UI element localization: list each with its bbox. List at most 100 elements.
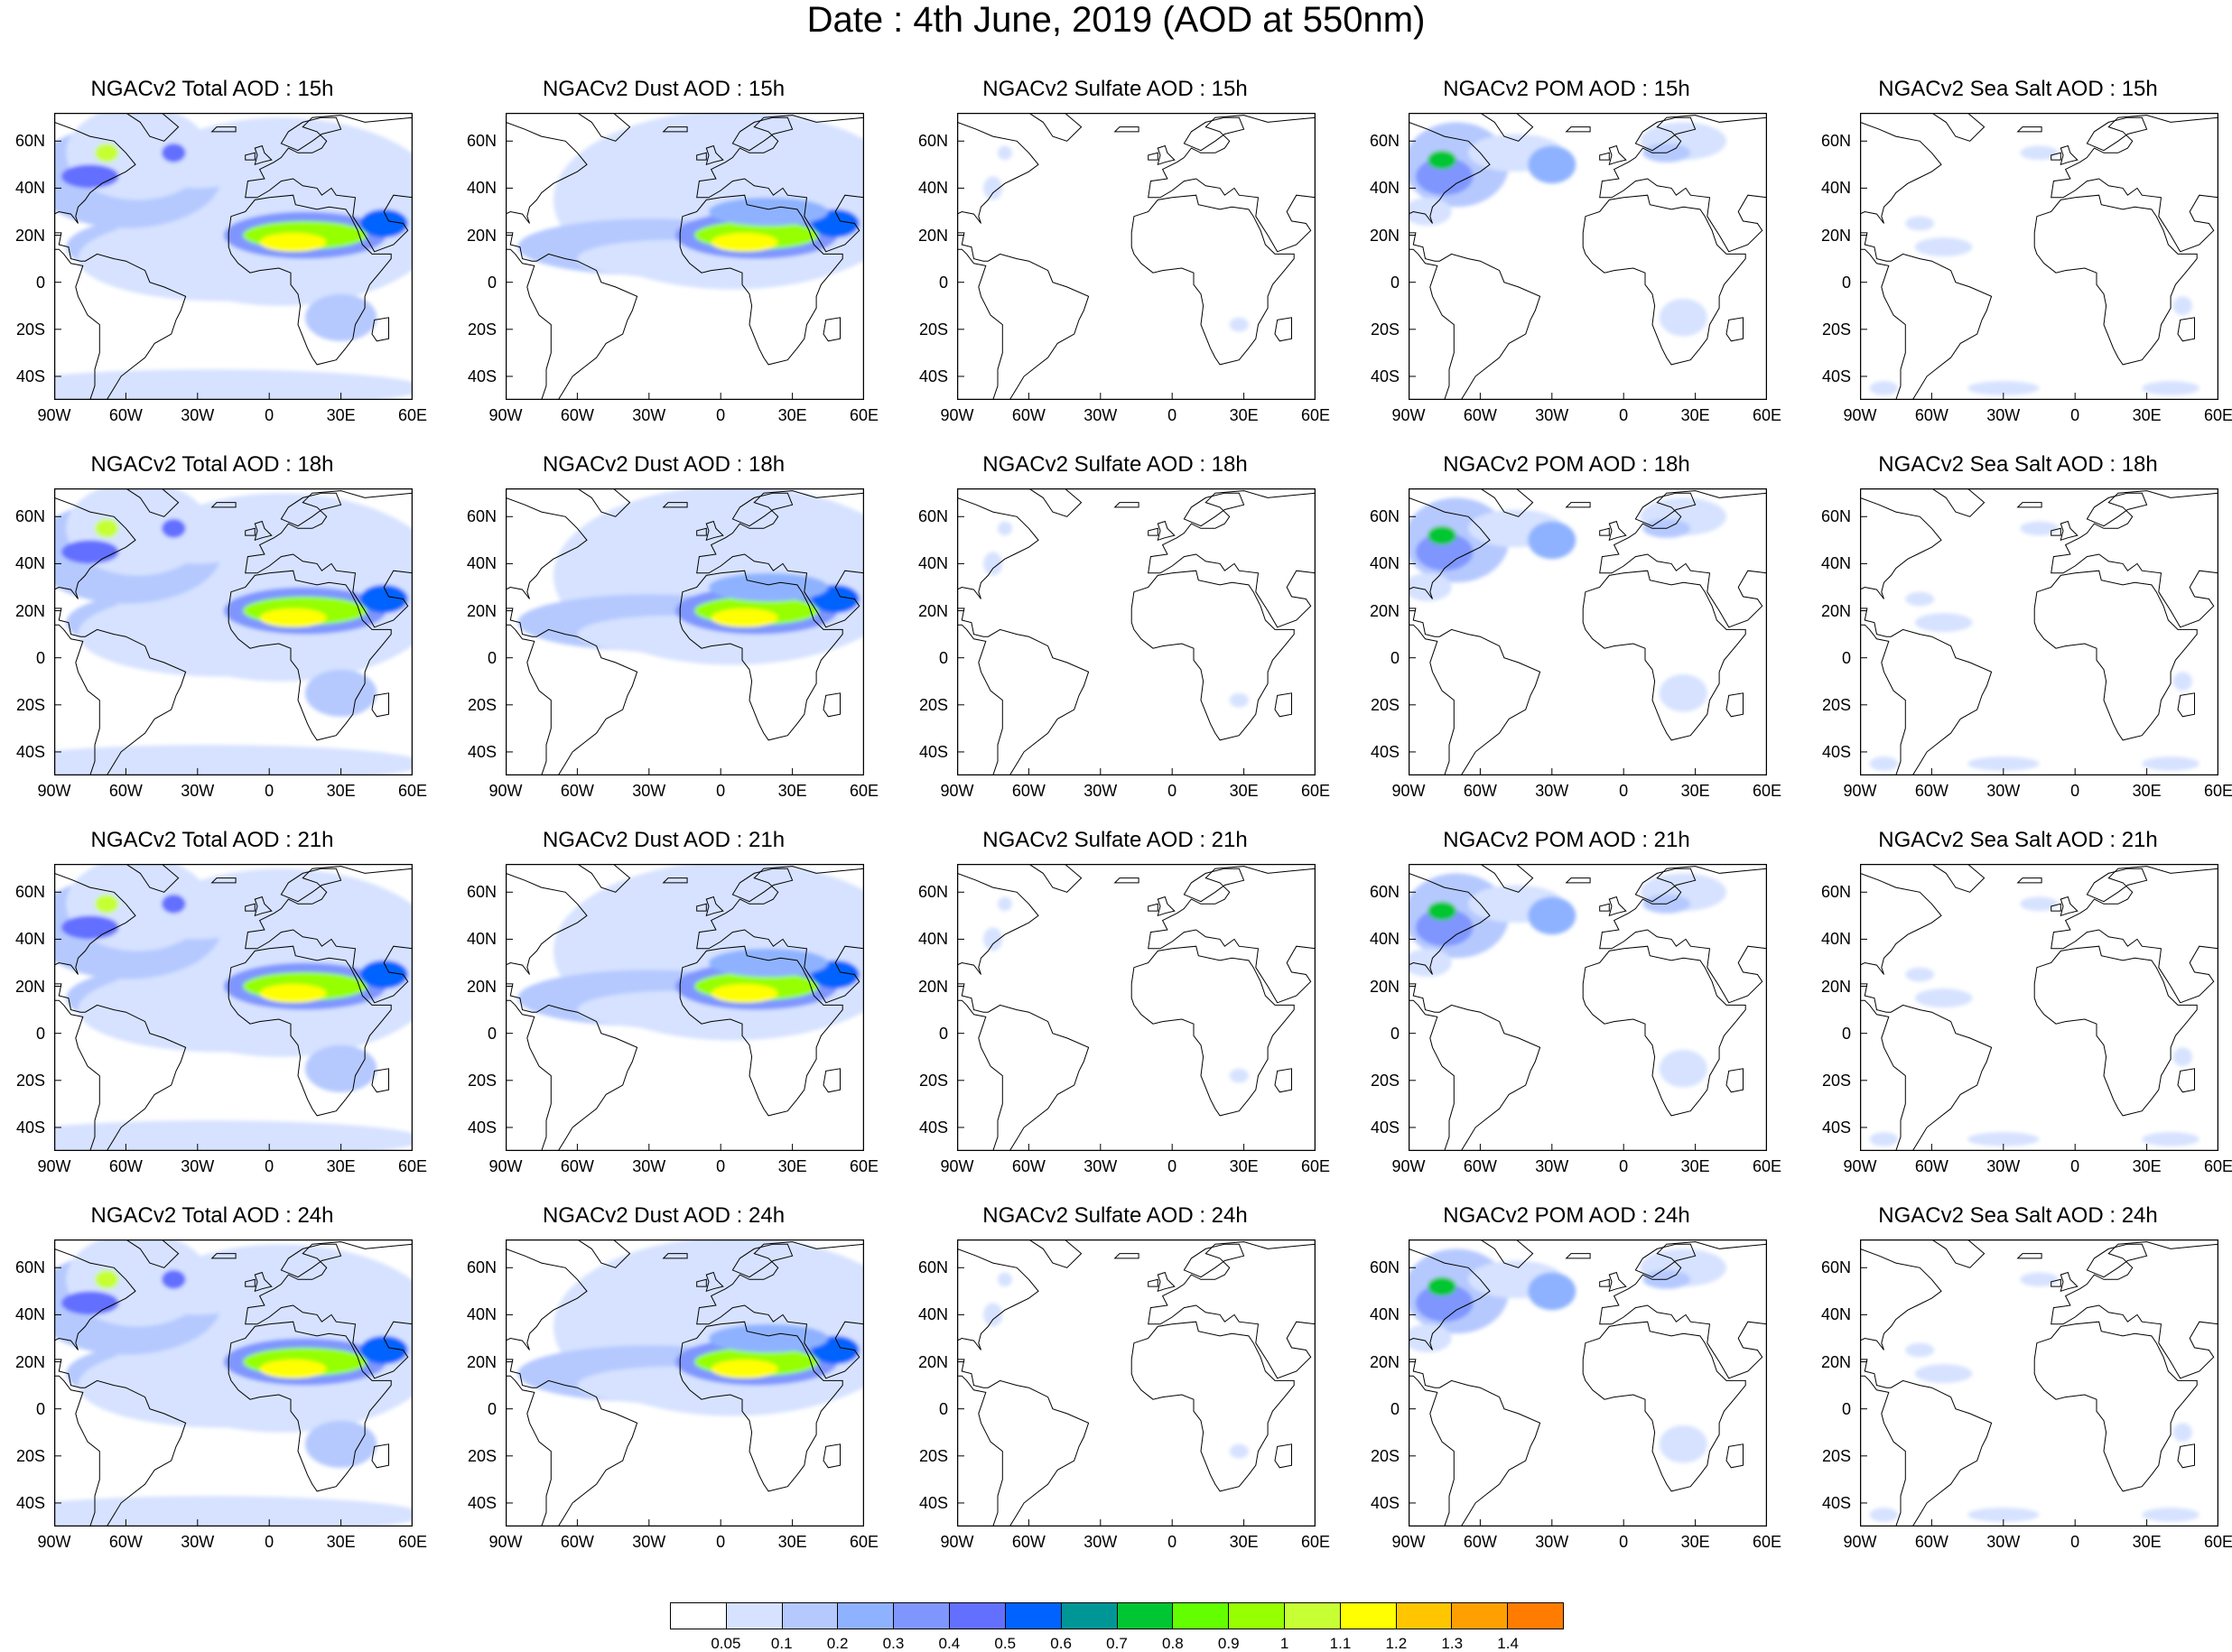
lon-tick-label: 60E: [397, 406, 428, 424]
coastline: [371, 1443, 389, 1469]
lon-tick-label: 0: [716, 406, 726, 424]
lon-tick-label: 60E: [1752, 1533, 1782, 1551]
aod-field: [2172, 1047, 2192, 1067]
lat-tick-label: 40N: [1820, 179, 1851, 198]
panel-title: NGACv2 Sulfate AOD : 15h: [982, 77, 1248, 101]
coastline: [705, 896, 724, 917]
map-svg: [1409, 864, 1767, 1151]
aod-field: [1967, 756, 2040, 771]
aod-field: [1914, 613, 1973, 632]
coastline: [1409, 121, 1491, 224]
coastline: [2051, 152, 2061, 161]
lon-tick-label: 60W: [560, 782, 594, 800]
colorbar-box: [1452, 1603, 1509, 1629]
lon-tick-label: 30W: [1083, 782, 1118, 800]
map-panel: NGACv2 Total AOD : 21h 60N 40N 20N 0 20S 40S 90…: [0, 828, 427, 1175]
colorbar-label: 0.2: [826, 1635, 849, 1652]
lat-tick-label: 0: [35, 1399, 45, 1418]
colorbar-label: 0.05: [711, 1635, 741, 1652]
lat-tick-label: 40N: [917, 930, 948, 949]
coastline: [1608, 144, 1627, 166]
aod-field: [1229, 1068, 1249, 1083]
map-svg: [506, 864, 864, 1151]
coastline: [1157, 1271, 1176, 1293]
map-panel: NGACv2 Sea Salt AOD : 18h 60N 40N 20N 0 20S 40…: [1806, 452, 2232, 800]
aod-field: [711, 232, 778, 252]
coastline: [2051, 1278, 2061, 1287]
coastline: [662, 502, 688, 508]
lon-tick-label: 90W: [1391, 406, 1426, 424]
lon-tick-label: 60W: [1011, 782, 1046, 800]
lat-tick-label: 40S: [15, 742, 45, 761]
aod-field: [2142, 1508, 2199, 1522]
map-panel: NGACv2 Dust AOD : 21h 60N 40N 20N 0 20S 40S 90W…: [451, 828, 879, 1175]
lon-tick-label: 60E: [1300, 406, 1331, 424]
map-svg: [1860, 488, 2218, 775]
coastline: [1634, 492, 1697, 527]
colorbar-box: [894, 1603, 951, 1629]
lat-tick-label: 20S: [15, 320, 45, 339]
lon-tick-label: 90W: [37, 782, 71, 800]
lon-tick-label: 60W: [1463, 1533, 1497, 1551]
lat-tick-label: 20N: [917, 1352, 948, 1371]
map-svg: [1409, 1239, 1767, 1527]
lat-tick-label: 60N: [917, 132, 948, 151]
map-panel: NGACv2 Sulfate AOD : 18h 60N 40N 20N 0 20S 40S…: [903, 452, 1330, 800]
coastline: [245, 152, 256, 161]
coastline: [2051, 490, 2218, 628]
lat-tick-label: 20N: [1369, 226, 1400, 245]
coastline: [731, 1243, 794, 1278]
coastline: [696, 115, 864, 253]
map-panel: NGACv2 Sea Salt AOD : 21h 60N 40N 20N 0 20S 40…: [1806, 828, 2232, 1175]
lat-tick-label: 60N: [1820, 1258, 1851, 1277]
panel-title: NGACv2 Total AOD : 15h: [90, 77, 334, 101]
coastline: [1582, 570, 1746, 741]
map-plot-area: [1409, 1239, 1767, 1527]
aod-field: [708, 197, 829, 227]
colorbar-box: [1117, 1603, 1174, 1629]
map-panel: NGACv2 Total AOD : 18h 60N 40N 20N 0 20S 40S 90…: [0, 452, 427, 800]
coastline: [1113, 877, 1139, 884]
map-frame: [54, 1239, 413, 1527]
panel-title: NGACv2 Dust AOD : 15h: [542, 77, 786, 101]
lon-tick-label: 30E: [326, 782, 356, 800]
coastline: [1028, 488, 1083, 517]
coastline: [1028, 113, 1083, 142]
lat-tick-label: 40S: [1370, 742, 1400, 761]
coastline: [1130, 945, 1295, 1117]
map-plot-area: [957, 1239, 1316, 1527]
colorbar-box: [838, 1603, 895, 1629]
lat-tick-label: 0: [1390, 273, 1400, 292]
lon-tick-label: 60W: [108, 782, 143, 800]
lon-tick-label: 0: [716, 782, 726, 800]
lon-tick-label: 30E: [2132, 406, 2162, 424]
panel-title: NGACv2 Sea Salt AOD : 24h: [1878, 1203, 2158, 1228]
lon-tick-label: 90W: [37, 406, 71, 424]
lon-tick-label: 0: [2070, 1533, 2080, 1551]
lon-tick-label: 30E: [1680, 1533, 1710, 1551]
coastline: [696, 903, 707, 912]
coastline: [1930, 1239, 1986, 1268]
lat-tick-label: 20N: [1820, 226, 1851, 245]
lon-tick-label: 30W: [1986, 1157, 2021, 1175]
coastline: [228, 1321, 392, 1492]
aod-field: [259, 232, 327, 252]
map-frame: [1409, 488, 1767, 775]
map-frame: [1409, 1239, 1767, 1527]
coastline: [228, 194, 392, 366]
coastline: [1157, 896, 1176, 917]
aod-field: [983, 927, 1003, 951]
lon-tick-label: 30W: [1986, 406, 2021, 424]
map-frame: [1409, 113, 1767, 400]
coastline: [54, 1248, 136, 1350]
coastline: [1183, 116, 1245, 152]
lat-tick-label: 0: [1841, 1399, 1851, 1418]
coastline: [245, 903, 256, 912]
lon-tick-label: 30W: [1535, 406, 1569, 424]
lat-tick-label: 0: [487, 273, 497, 292]
lon-tick-label: 0: [2070, 406, 2080, 424]
aod-field: [60, 1291, 119, 1315]
coastline: [1725, 317, 1744, 342]
coastline: [662, 126, 688, 133]
coastline: [957, 1248, 1039, 1350]
